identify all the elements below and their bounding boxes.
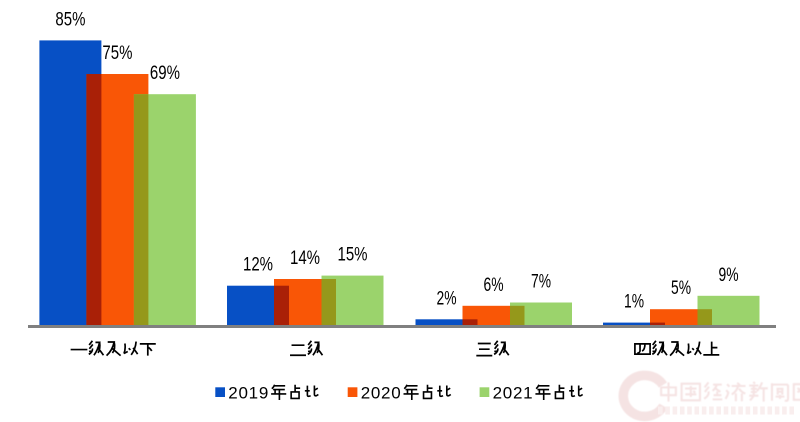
svg-text:2021: 2021 bbox=[493, 383, 533, 402]
svg-text:2020: 2020 bbox=[361, 383, 401, 402]
svg-text:2019: 2019 bbox=[228, 383, 268, 402]
svg-text:2%: 2% bbox=[437, 288, 457, 309]
svg-text:1%: 1% bbox=[624, 292, 644, 313]
svg-text:75%: 75% bbox=[102, 43, 132, 64]
svg-text:6%: 6% bbox=[484, 275, 504, 296]
svg-text:5%: 5% bbox=[671, 278, 691, 299]
svg-text:69%: 69% bbox=[150, 63, 180, 84]
svg-text:12%: 12% bbox=[243, 255, 273, 276]
svg-text:14%: 14% bbox=[290, 248, 320, 269]
svg-text:9%: 9% bbox=[719, 265, 739, 286]
svg-text:7%: 7% bbox=[531, 272, 551, 293]
svg-text:85%: 85% bbox=[55, 9, 85, 30]
svg-text:15%: 15% bbox=[338, 245, 368, 266]
